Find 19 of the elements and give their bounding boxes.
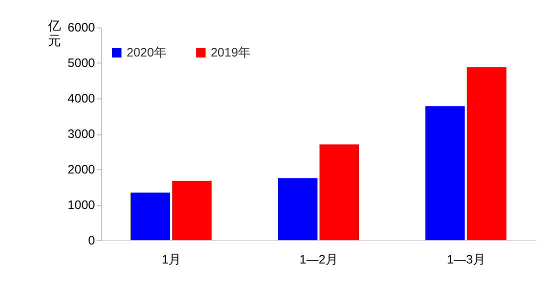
legend-label: 2019年	[210, 46, 250, 60]
x-tick-label: 1月	[162, 252, 181, 266]
bar	[278, 178, 318, 240]
y-tick-label: 6000	[68, 20, 96, 35]
legend-label: 2020年	[126, 46, 166, 60]
y-tick-label: 0	[88, 233, 96, 248]
x-tick-label: 1—3月	[446, 252, 485, 266]
y-tick-label: 2000	[68, 162, 96, 176]
y-tick-label: 5000	[68, 56, 96, 70]
bar	[320, 144, 359, 240]
bar	[172, 180, 212, 240]
y-axis-title: 亿元	[46, 18, 61, 48]
y-tick-label: 4000	[68, 92, 96, 106]
bar	[425, 106, 465, 240]
y-tick-label: 1000	[68, 198, 96, 212]
bar	[130, 192, 170, 240]
x-tick-label: 1—2月	[300, 252, 338, 266]
bar	[466, 67, 506, 240]
y-tick-label: 3000	[68, 127, 96, 142]
